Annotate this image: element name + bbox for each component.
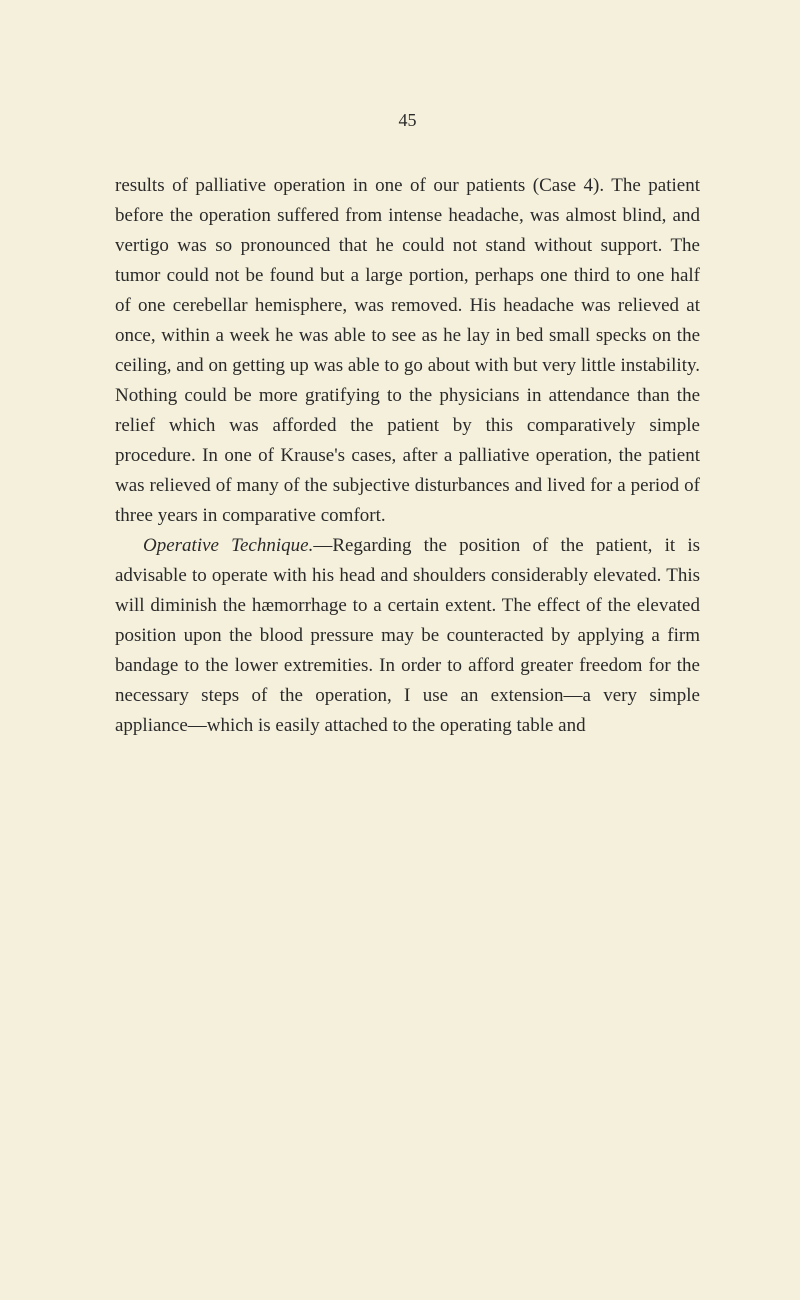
lead-italic: Operative Technique. bbox=[143, 535, 313, 556]
page-number: 45 bbox=[115, 110, 700, 131]
paragraph-1: results of palliative operation in one o… bbox=[115, 171, 700, 531]
paragraph-2-body: —Regarding the position of the patient, … bbox=[115, 535, 700, 736]
paragraph-2: Operative Technique.—Regarding the posit… bbox=[115, 531, 700, 741]
body-text: results of palliative operation in one o… bbox=[115, 171, 700, 741]
document-page: 45 results of palliative operation in on… bbox=[0, 0, 800, 801]
